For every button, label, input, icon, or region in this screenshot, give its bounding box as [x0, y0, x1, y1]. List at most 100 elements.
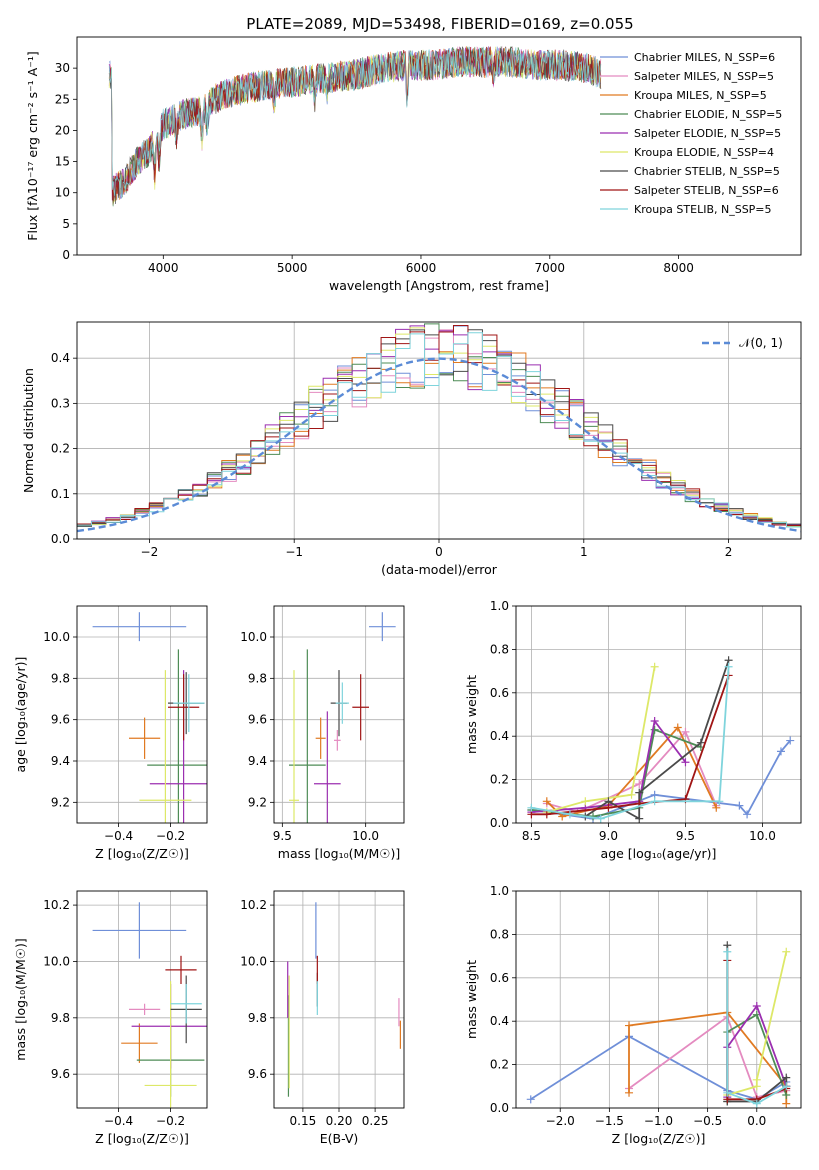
age_vs_Z-panel: −0.4 −0.2 9.2 9.4 9.6 9.8 10.0 Z [log₁₀(Z/Z☉)] a…: [13, 605, 208, 861]
spectrum-legend-label-6: Chabrier STELIB, N_SSP=5: [634, 165, 780, 178]
mass_weight_vs_age-marker-8-5: [724, 662, 733, 671]
mass_weight_vs_age-xtick-label-1: 9.0: [599, 829, 618, 843]
spectrum-frame: [76, 36, 802, 256]
mass_weight_vs_Z-panel: −2.0 −1.5 −1.0 −0.5 0.0 0.0 0.2 0.4 0.6 0.8 1.0 Z […: [464, 884, 802, 1146]
spectrum-ytick-label-6: 30: [55, 61, 70, 75]
mass_weight_vs_Z-marker-5-3: [782, 947, 791, 956]
mass_weight_vs_Z-ylabel: mass weight: [464, 960, 479, 1039]
mass_weight_vs_Z-xtick-label-4: 0.0: [747, 1114, 766, 1128]
mass_weight_vs_Z-xlabel: Z [log₁₀(Z/Z☉)]: [612, 1131, 706, 1146]
mass_vs_ebv-xtick-label-1: 0.20: [326, 1114, 353, 1128]
mass_weight_vs_age-ytick-label-1: 0.2: [490, 773, 509, 787]
age_vs_Z-ytick-label-1: 9.4: [51, 754, 70, 768]
mass_weight_vs_age-marker-8-4: [715, 797, 724, 806]
mass_vs_Z-xtick-label-0: −0.4: [104, 1114, 133, 1128]
age_vs_mass-ytick-label-3: 9.8: [248, 671, 267, 685]
mass_weight_vs_age-xtick-label-3: 10.0: [749, 829, 776, 843]
mass_weight_vs_Z-line-8: [726, 951, 787, 1105]
mass_weight_vs_age-xtick-label-2: 9.5: [676, 829, 695, 843]
age_vs_mass-xlabel: mass [log₁₀(M/M☉)]: [278, 846, 400, 861]
mass_weight_vs_age-marker-7-1: [542, 810, 551, 819]
residuals-legend-label: 𝒩(0, 1): [739, 336, 783, 350]
mass_vs_ebv-ytick-label-3: 10.2: [240, 898, 267, 912]
spectrum-xtick-label-1: 5000: [277, 261, 308, 275]
spectrum-legend-label-1: Salpeter MILES, N_SSP=5: [634, 70, 774, 83]
spectrum-ylabel: Flux [fλ10⁻¹⁷ erg cm⁻² s⁻¹ A⁻¹]: [25, 51, 40, 240]
residuals-ytick-label-0: 0.0: [51, 532, 70, 546]
mass_vs_ebv-ytick-label-1: 9.8: [248, 1011, 267, 1025]
residuals-ytick-label-2: 0.2: [51, 442, 70, 456]
mass_weight_vs_age-marker-2-0: [542, 797, 551, 806]
mass_weight_vs_Z-marker-4-2: [752, 1002, 761, 1011]
mass_weight_vs_age-marker-8-0: [527, 803, 536, 812]
age_vs_mass-ytick-label-0: 9.2: [248, 795, 267, 809]
age_vs_mass-errorbar-8: [335, 682, 349, 724]
residuals-ytick-label-1: 0.1: [51, 487, 70, 501]
mass_weight_vs_Z-xtick-label-2: −1.0: [644, 1114, 673, 1128]
age_vs_mass-xtick-label-1: 10.0: [352, 829, 379, 843]
mass_weight_vs_age-marker-3-3: [650, 725, 659, 734]
residuals-xtick-label-2: 0: [435, 545, 443, 559]
mass_weight_vs_age-xlabel: age [log₁₀(age/yr)]: [601, 846, 717, 861]
spectrum-legend: Chabrier MILES, N_SSP=6 Salpeter MILES, N…: [600, 51, 782, 216]
mass_vs_Z-ylabel: mass [log₁₀(M/M☉)]: [13, 938, 28, 1060]
mass_weight_vs_Z-ytick-label-4: 0.8: [490, 927, 509, 941]
age_vs_Z-ytick-label-4: 10.0: [43, 630, 70, 644]
age_vs_Z-frame: [76, 605, 208, 824]
spectrum-xtick-label-2: 6000: [406, 261, 437, 275]
mass_weight_vs_age-marker-5-1: [581, 797, 590, 806]
age_vs_mass-plot-area: [289, 612, 396, 823]
spectrum-ytick-label-5: 25: [55, 92, 70, 106]
residuals-frame: [76, 321, 802, 540]
spectrum-xtick-label-4: 8000: [663, 261, 694, 275]
mass_weight_vs_age-marker-0-6: [786, 736, 795, 745]
mass_vs_Z-plot-area: [92, 902, 207, 1108]
mass_vs_Z-xlabel: Z [log₁₀(Z/Z☉)]: [95, 1131, 189, 1146]
mass_vs_ebv-xlabel: E(B-V): [320, 1131, 359, 1146]
mass_vs_ebv-ytick-label-2: 10.0: [240, 954, 267, 968]
mass_weight_vs_Z-xtick-label-3: −0.5: [693, 1114, 722, 1128]
mass_weight_vs_age-marker-6-4: [696, 738, 705, 747]
age_vs_mass-errorbar-3: [289, 649, 326, 823]
mass_weight_vs_age-marker-4-3: [650, 717, 659, 726]
age_vs_Z-ytick-label-0: 9.2: [51, 795, 70, 809]
mass_weight_vs_Z-marker-8-3: [782, 1082, 791, 1091]
mass_weight_vs_Z-marker-8-2: [752, 1099, 761, 1108]
mass_vs_ebv-plot-area: [287, 902, 401, 1097]
mass_weight_vs_age-ytick-label-5: 1.0: [490, 599, 509, 613]
mass_weight_vs_Z-marker-2-4: [782, 1099, 791, 1108]
age_vs_mass-panel: 9.5 10.0 9.2 9.4 9.6 9.8 10.0 mass [log₁₀(M/M☉)…: [240, 605, 405, 861]
mass_vs_Z-ytick-label-3: 10.2: [43, 898, 70, 912]
mass_weight_vs_Z-frame: [515, 890, 802, 1109]
spectrum-xlabel: wavelength [Angstrom, rest frame]: [329, 278, 549, 293]
mass_weight_vs_Z-marker-0-0: [526, 1095, 535, 1104]
mass_weight_vs_age-marker-8-1: [565, 810, 574, 819]
spectrum-ytick-label-0: 0: [62, 248, 70, 262]
figure-title: PLATE=2089, MJD=53498, FIBERID=0169, z=0…: [246, 15, 633, 33]
mass_weight_vs_Z-marker-8-0: [723, 947, 732, 956]
residuals-xtick-label-3: 1: [580, 545, 588, 559]
mass_vs_Z-errorbar-0: [92, 902, 187, 959]
mass_weight_vs_age-ytick-label-2: 0.4: [490, 729, 509, 743]
spectrum-legend-label-5: Kroupa ELODIE, N_SSP=4: [634, 146, 774, 159]
mass_weight_vs_age-marker-6-3: [635, 788, 644, 797]
residuals-xtick-label-0: −2: [141, 545, 159, 559]
age_vs_Z-errorbar-4: [139, 670, 192, 823]
mass_weight_vs_Z-marker-2-0: [625, 1088, 634, 1097]
mass_weight_vs_Z-ytick-label-1: 0.2: [490, 1058, 509, 1072]
age_vs_Z-errorbar-1: [129, 717, 161, 759]
mass_vs_Z-errorbar-8: [170, 984, 202, 1024]
age_vs_Z-errorbar-0: [92, 612, 187, 642]
mass_weight_vs_age-marker-8-3: [650, 797, 659, 806]
mass_weight_vs_Z-marker-6-3: [782, 1073, 791, 1082]
mass_weight_vs_age-marker-2-3: [673, 723, 682, 732]
mass_vs_Z-ytick-label-0: 9.6: [51, 1067, 70, 1081]
mass_vs_ebv-frame: [273, 890, 405, 1109]
residuals-panel: −2 −1 0 1 2 0.0 0.1 0.2 0.3 0.4 (data-model)/error…: [21, 321, 802, 577]
age_vs_Z-ytick-label-2: 9.6: [51, 713, 70, 727]
age_vs_Z-errorbar-7: [173, 674, 205, 733]
spectrum-legend-label-4: Salpeter ELODIE, N_SSP=5: [634, 127, 781, 140]
age_vs_Z-errorbar-6: [168, 674, 200, 741]
age_vs_mass-errorbar-4: [314, 711, 341, 823]
age_vs_mass-xtick-label-0: 9.5: [273, 829, 292, 843]
